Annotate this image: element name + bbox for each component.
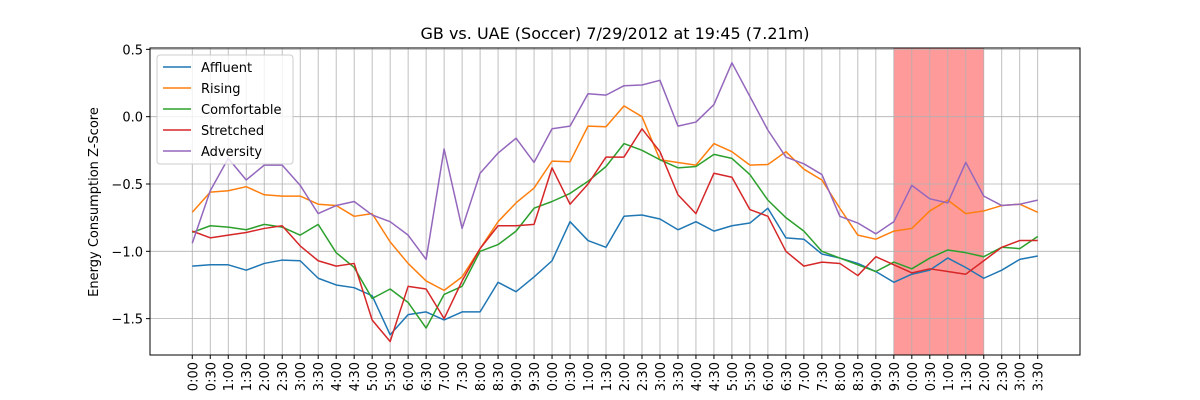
legend-label: Stretched: [201, 124, 264, 139]
x-tick-label: 2:00: [618, 362, 633, 391]
legend-box: [156, 54, 294, 165]
chart-title: GB vs. UAE (Soccer) 7/29/2012 at 19:45 (…: [421, 24, 810, 43]
x-tick-label: 4:30: [348, 362, 363, 391]
x-tick-label: 9:00: [510, 362, 525, 391]
x-tick-label: 4:00: [690, 362, 705, 391]
x-tick-label: 3:00: [654, 362, 669, 391]
x-tick-label: 3:30: [1032, 362, 1047, 391]
x-tick-label: 6:30: [780, 362, 795, 391]
x-tick-label: 0:30: [564, 362, 579, 391]
x-tick-label: 5:30: [384, 362, 399, 391]
x-tick-label: 3:00: [1014, 362, 1029, 391]
series-line: [191, 105, 1039, 292]
x-tick-label: 0:00: [906, 362, 921, 391]
x-tick-label: 1:30: [240, 362, 255, 391]
x-tick-label: 0:00: [546, 362, 561, 391]
x-tick-label: 8:00: [474, 362, 489, 391]
legend-label: Rising: [201, 82, 241, 97]
series-line: [192, 142, 1039, 329]
x-tick-label: 0:30: [204, 362, 219, 391]
series-line: [191, 62, 1038, 261]
legend-label: Adversity: [201, 145, 262, 160]
x-tick-label: 7:00: [438, 362, 453, 391]
x-tick-label: 2:30: [276, 362, 291, 391]
x-tick-label: 9:30: [888, 362, 903, 391]
y-tick-label: 0.0: [122, 111, 143, 126]
legend-label: Comfortable: [201, 103, 282, 118]
x-tick-label: 5:00: [726, 362, 741, 391]
y-tick-label: 0.5: [122, 43, 143, 58]
x-tick-label: 1:00: [222, 362, 237, 391]
y-tick-label: −1.5: [111, 313, 143, 328]
x-tick-label: 0:30: [924, 362, 939, 391]
x-tick-label: 3:00: [294, 362, 309, 391]
x-tick-label: 6:00: [402, 362, 417, 391]
x-tick-label: 0:00: [186, 362, 201, 391]
x-tick-label: 4:00: [330, 362, 345, 391]
x-tick-label: 5:00: [366, 362, 381, 391]
plot-frame: [149, 47, 1081, 356]
x-tick-label: 1:30: [960, 362, 975, 391]
y-tick-label: −0.5: [111, 178, 143, 193]
x-tick-label: 3:30: [672, 362, 687, 391]
x-tick-label: 7:30: [816, 362, 831, 391]
legend-label: Affluent: [201, 61, 252, 76]
x-tick-label: 9:00: [870, 362, 885, 391]
x-tick-label: 8:30: [492, 362, 507, 391]
x-tick-label: 9:30: [528, 362, 543, 391]
x-tick-label: 1:30: [600, 362, 615, 391]
x-tick-label: 1:00: [942, 362, 957, 391]
x-tick-label: 4:30: [708, 362, 723, 391]
x-tick-label: 2:00: [258, 362, 273, 391]
x-tick-label: 7:00: [798, 362, 813, 391]
x-tick-label: 5:30: [744, 362, 759, 391]
series-line: [192, 207, 1038, 336]
x-tick-label: 2:30: [636, 362, 651, 391]
x-tick-label: 6:00: [762, 362, 777, 391]
x-tick-label: 2:00: [978, 362, 993, 391]
x-tick-label: 2:30: [996, 362, 1011, 391]
x-tick-label: 8:00: [834, 362, 849, 391]
x-tick-label: 6:30: [420, 362, 435, 391]
x-tick-label: 7:30: [456, 362, 471, 391]
series-line: [192, 128, 1038, 343]
x-tick-label: 3:30: [312, 362, 327, 391]
y-axis-label: Energy Consumption Z-Score: [87, 107, 102, 297]
x-tick-label: 1:00: [582, 362, 597, 391]
y-tick-label: −1.0: [111, 245, 143, 260]
x-tick-label: 8:30: [852, 362, 867, 391]
